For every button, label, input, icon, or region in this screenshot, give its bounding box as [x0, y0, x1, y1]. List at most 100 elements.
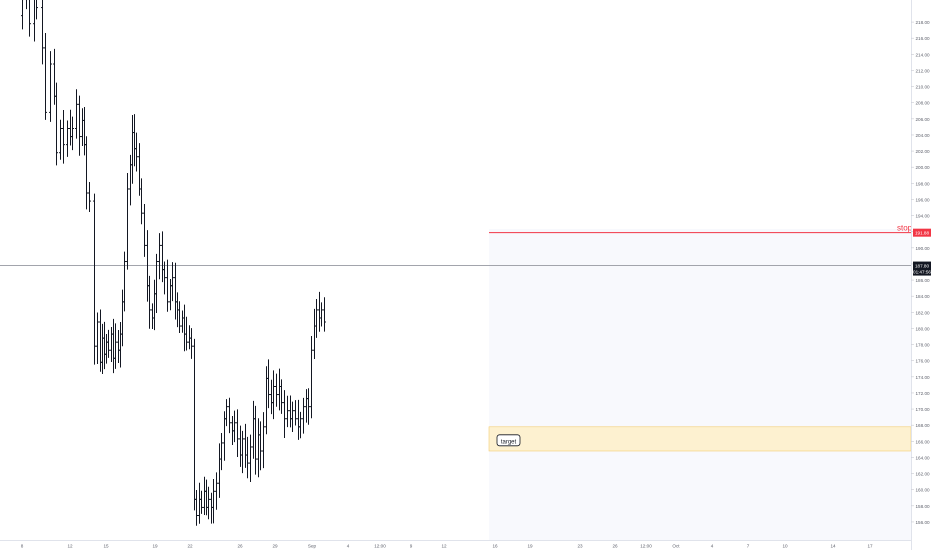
- ohlc-bar: [107, 329, 110, 358]
- ohlc-bar: [155, 253, 158, 314]
- ohlc-bar: [135, 132, 138, 172]
- target-label-box: [496, 434, 521, 447]
- x-tick-label: 16: [492, 544, 498, 549]
- y-tick-label: 174.00: [916, 375, 930, 380]
- ohlc-bar: [267, 359, 270, 409]
- ohlc-bar: [123, 251, 126, 312]
- ohlc-bar: [133, 114, 136, 167]
- ohlc-bar: [181, 310, 184, 333]
- ohlc-bar: [203, 476, 206, 515]
- ohlc-bar: [220, 433, 223, 471]
- ohlc-bar: [119, 321, 122, 368]
- ohlc-bar: [83, 106, 86, 156]
- ohlc-bar: [163, 261, 166, 295]
- ohlc-bar: [178, 301, 181, 333]
- ohlc-bar: [169, 278, 172, 311]
- stop-price-tag-bg: [913, 228, 931, 237]
- target-zone[interactable]: [488, 426, 912, 452]
- x-tick-label: 7: [747, 544, 750, 549]
- x-tick-label: Sep: [308, 544, 317, 549]
- ohlc-bar: [171, 262, 174, 302]
- ohlc-bar: [205, 479, 208, 516]
- ohlc-bar: [236, 409, 239, 458]
- ohlc-bar: [294, 400, 297, 426]
- ohlc-bar: [212, 479, 215, 524]
- y-tick-label: 166.00: [916, 439, 930, 444]
- ohlc-bar: [126, 172, 129, 270]
- ohlc-bar: [129, 154, 132, 206]
- ohlc-bar: [190, 328, 193, 359]
- last-price-tag-bg: [913, 261, 931, 276]
- x-tick-label: 22: [187, 544, 193, 549]
- ohlc-bar: [241, 430, 244, 474]
- ohlc-bar: [283, 390, 286, 438]
- ohlc-bar: [198, 482, 201, 524]
- ohlc-bar: [215, 472, 218, 510]
- x-tick-label: 26: [612, 544, 618, 549]
- x-tick-label: 12: [441, 544, 447, 549]
- ohlc-bar: [299, 411, 302, 439]
- ohlc-bar: [140, 178, 143, 225]
- ohlc-bar: [153, 279, 156, 331]
- y-tick-label: 168.00: [916, 423, 930, 428]
- x-tick-label: 15: [103, 544, 109, 549]
- y-tick-label: 200.00: [916, 165, 930, 170]
- y-tick-label: 208.00: [916, 101, 930, 106]
- future-area: [489, 229, 911, 540]
- ohlc-bar: [117, 330, 120, 364]
- x-tick-label: 12: [67, 544, 73, 549]
- ohlc-bar: [75, 89, 78, 139]
- ohlc-bar: [257, 418, 260, 478]
- x-tick-label: 26: [237, 544, 243, 549]
- ohlc-bar: [151, 303, 154, 330]
- ohlc-bar: [66, 120, 69, 157]
- ohlc-bar: [275, 373, 278, 407]
- ohlc-bar: [33, 0, 35, 42]
- bar-countdown: 01:47:56: [913, 269, 931, 274]
- ohlc-bar: [158, 233, 161, 280]
- ohlc-bar: [320, 302, 323, 327]
- ohlc-bar: [244, 423, 247, 468]
- y-tick-label: 186.00: [916, 278, 930, 283]
- ohlc-bar: [110, 327, 113, 362]
- ohlc-bar: [307, 388, 310, 425]
- x-tick-label: Oct: [672, 544, 680, 549]
- x-tick-label: 29: [272, 544, 278, 549]
- x-tick-label: 10: [782, 544, 788, 549]
- y-tick-label: 206.00: [916, 117, 930, 122]
- ohlc-bar: [225, 399, 228, 427]
- y-tick-label: 176.00: [916, 359, 930, 364]
- ohlc-bar: [174, 262, 177, 320]
- ohlc-bar: [252, 400, 255, 459]
- ohlc-bar: [315, 299, 318, 338]
- stop-price-value: 191.88: [915, 230, 929, 235]
- ohlc-bar: [138, 143, 141, 196]
- y-tick-label: 204.00: [916, 133, 930, 138]
- x-tick-label: 12:00: [374, 544, 386, 549]
- ohlc-bar: [246, 436, 249, 479]
- ohlc-bar: [291, 401, 294, 433]
- ohlc-bar: [44, 32, 47, 120]
- y-tick-label: 160.00: [916, 488, 930, 493]
- y-tick-label: 202.00: [916, 149, 930, 154]
- ohlc-bar: [25, 0, 28, 10]
- ohlc-bar: [49, 51, 52, 122]
- target-label: target: [501, 439, 517, 445]
- y-tick-label: 156.00: [916, 520, 930, 525]
- ohlc-bar: [185, 316, 188, 351]
- ohlc-bar: [188, 325, 191, 350]
- ohlc-bar: [278, 368, 281, 411]
- y-tick-label: 180.00: [916, 326, 930, 331]
- ohlc-bar: [71, 116, 74, 151]
- ohlc-bar: [93, 193, 96, 365]
- ohlc-bar: [105, 333, 108, 364]
- ohlc-bar: [254, 405, 257, 475]
- y-tick-label: 170.00: [916, 407, 930, 412]
- ohlc-bar: [121, 289, 124, 347]
- ohlc-bar: [62, 109, 65, 164]
- ohlc-bar: [239, 425, 242, 467]
- ohlc-bar: [318, 291, 321, 332]
- ohlc-bar: [249, 434, 252, 483]
